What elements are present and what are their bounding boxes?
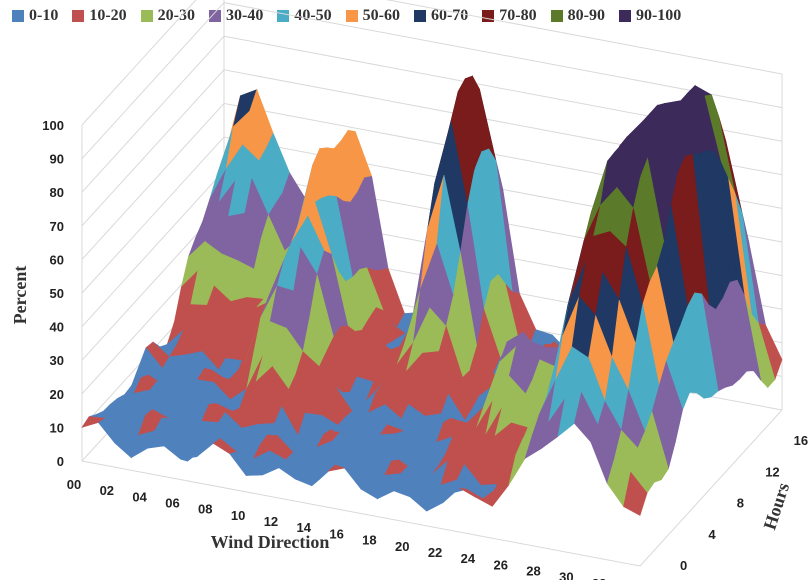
z-tick-label: 10: [50, 420, 64, 435]
x-tick-label: 26: [493, 557, 507, 572]
x-tick-label: 28: [526, 563, 540, 578]
legend-label: 80-90: [567, 7, 605, 24]
legend-swatch: [550, 10, 563, 22]
x-tick-label: 16: [329, 526, 343, 541]
x-tick-label: 18: [362, 533, 376, 548]
x-tick-label: 04: [132, 489, 147, 504]
x-tick-label: 00: [67, 477, 81, 492]
x-tick-label: 14: [297, 520, 312, 535]
legend-swatch: [12, 10, 24, 22]
x-tick-label: 06: [165, 496, 179, 511]
y-axis-title: Hours: [759, 480, 793, 532]
x-tick-label: 08: [198, 502, 212, 517]
x-tick-label: 12: [264, 514, 278, 529]
x-axis-title: Wind Direction: [211, 532, 330, 552]
legend-swatch: [72, 10, 85, 22]
floor-edge: [81, 460, 641, 567]
x-tick-label: 24: [461, 551, 476, 566]
z-tick-label: 90: [50, 152, 64, 167]
legend-swatch: [208, 10, 221, 22]
floor-edge: [639, 409, 783, 567]
surface-cell: [623, 471, 648, 516]
legend-swatch: [618, 10, 631, 22]
z-tick-label: 100: [42, 118, 64, 133]
y-tick-label: 12: [765, 464, 779, 479]
z-tick-label: 30: [50, 353, 64, 368]
y-tick-label: 4: [708, 527, 716, 542]
surface-plot: [81, 75, 783, 516]
y-tick-label: 16: [794, 433, 808, 448]
legend-swatch: [345, 10, 358, 22]
y-tick-label: 0: [680, 558, 687, 573]
z-tick-label: 60: [50, 252, 64, 267]
z-axis-title: Percent: [10, 266, 30, 325]
y-tick-label: 8: [737, 496, 744, 511]
legend-label: 40-50: [294, 7, 332, 24]
z-tick-label: 40: [50, 320, 64, 335]
x-tick-label: 32: [592, 576, 606, 580]
legend-label: 10-20: [89, 7, 127, 24]
legend-item: 60-70: [413, 7, 469, 25]
gridline: [81, 0, 783, 126]
legend-item: 30-40: [208, 7, 264, 25]
legend-label: 50-60: [362, 7, 400, 24]
legend-item: 80-90: [550, 7, 605, 25]
x-tick-label: 20: [395, 539, 409, 554]
z-tick-label: 50: [50, 286, 64, 301]
legend-swatch: [413, 10, 426, 22]
x-tick-label: 22: [428, 545, 442, 560]
legend-label: 90-100: [635, 7, 682, 24]
legend-item: 50-60: [345, 7, 400, 25]
legend-label: 0-10: [29, 7, 59, 24]
legend-label: 30-40: [225, 7, 264, 24]
legend-label: 70-80: [499, 7, 537, 24]
legend-item: 0-10: [12, 7, 58, 25]
legend-item: 90-100: [618, 7, 682, 25]
legend-swatch: [140, 10, 153, 22]
x-tick-label: 10: [231, 508, 245, 523]
legend-label: 60-70: [430, 7, 469, 24]
legend-item: 10-20: [72, 7, 127, 25]
x-tick-label: 30: [559, 570, 573, 580]
z-tick-label: 0: [57, 454, 64, 469]
z-tick-label: 80: [50, 185, 64, 200]
z-tick-label: 20: [50, 387, 64, 402]
z-tick-label: 70: [50, 219, 64, 234]
x-tick-label: 02: [100, 483, 114, 498]
